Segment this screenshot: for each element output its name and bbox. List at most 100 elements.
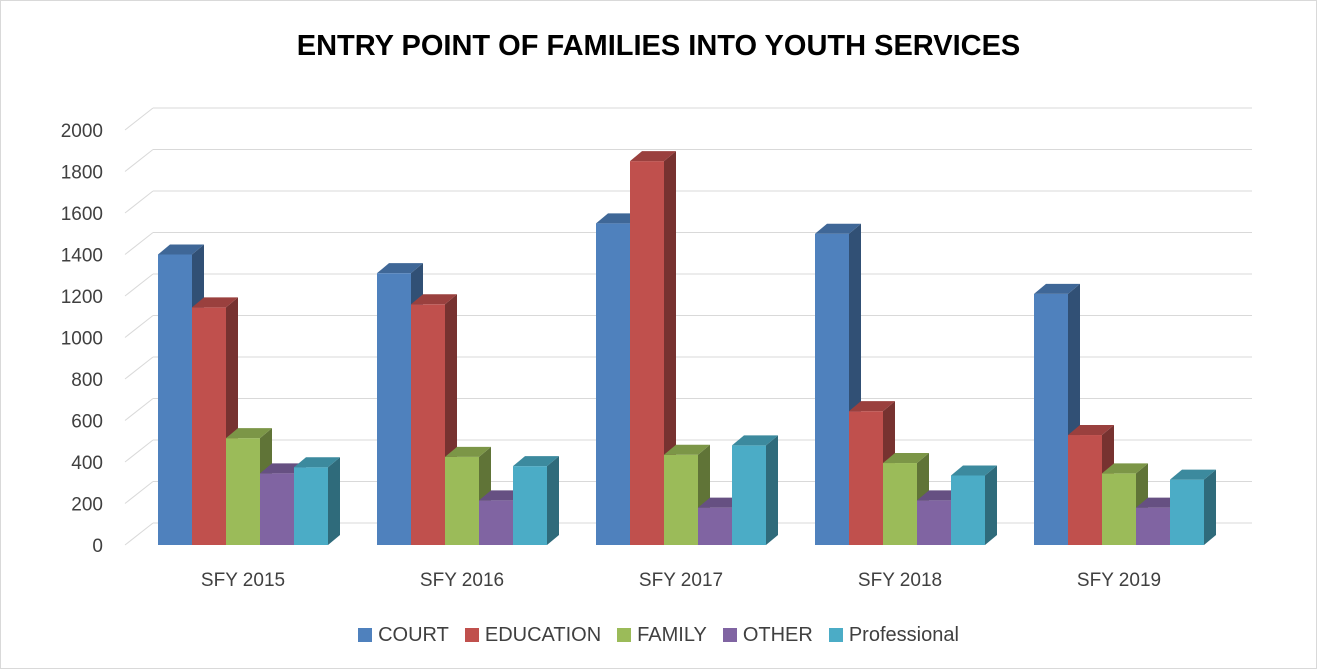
bar-top <box>883 453 929 464</box>
bar-education-sfy-2017 <box>630 151 676 545</box>
bar-top <box>226 428 272 439</box>
legend-label: FAMILY <box>637 624 707 646</box>
bar-side <box>547 456 559 545</box>
legend-item-family: FAMILY <box>617 624 707 647</box>
gridline-side <box>124 232 154 255</box>
chart-title: ENTRY POINT OF FAMILIES INTO YOUTH SERVI… <box>296 30 1021 62</box>
bar-top <box>192 297 238 308</box>
x-tick-label: SFY 2016 <box>420 570 504 591</box>
legend-label: Professional <box>848 624 959 646</box>
bar-top <box>1034 283 1080 294</box>
y-tick-label: 1400 <box>61 246 103 267</box>
legend-swatch <box>722 628 737 642</box>
bar-front <box>815 233 849 545</box>
y-tick-label: 0 <box>92 536 103 557</box>
bar-top <box>630 151 676 162</box>
legend-item-other: OTHER <box>722 624 813 647</box>
gridline-side <box>124 481 154 504</box>
bar-top <box>158 244 204 255</box>
bar-top <box>1170 469 1216 480</box>
bar-front <box>226 438 260 545</box>
gridline-side <box>124 107 154 131</box>
y-tick-label: 2000 <box>61 121 103 142</box>
legend-swatch <box>828 628 843 642</box>
bar-front <box>260 473 294 545</box>
y-tick-label: 1800 <box>61 163 103 184</box>
bar-professional-sfy-2019 <box>1170 469 1216 545</box>
y-tick-label: 1600 <box>61 204 103 225</box>
bar-front <box>445 456 479 545</box>
y-tick-label: 400 <box>71 453 103 474</box>
bar-side <box>328 457 340 545</box>
bar-top <box>377 263 423 274</box>
bars <box>158 151 1216 545</box>
bar-front <box>479 500 513 545</box>
bar-top <box>951 465 997 476</box>
legend-item-court: COURT <box>358 624 449 647</box>
bar-side <box>985 465 997 545</box>
legend-label: EDUCATION <box>484 624 602 646</box>
bar-family-sfy-2018 <box>883 453 929 545</box>
bar-top <box>1102 463 1148 474</box>
bar-top <box>664 444 710 455</box>
x-tick-label: SFY 2017 <box>639 570 723 591</box>
bar-front <box>513 466 547 545</box>
bar-front <box>158 254 192 545</box>
gridline-side <box>124 439 154 463</box>
gridline-side <box>124 273 154 297</box>
bar-front <box>1068 435 1102 545</box>
bar-front <box>377 273 411 545</box>
y-tick-label: 600 <box>71 412 103 433</box>
gridline-side <box>124 356 154 380</box>
bar-top <box>1068 425 1114 436</box>
legend-swatch <box>358 628 373 642</box>
bar-front <box>1102 473 1136 545</box>
legend-swatch <box>464 628 479 642</box>
bar-front <box>664 454 698 545</box>
bar-side <box>664 151 676 545</box>
bar-front <box>411 304 445 545</box>
bar-top <box>445 446 491 457</box>
bar-professional-sfy-2017 <box>732 435 778 545</box>
bar-top <box>732 435 778 446</box>
bar-top <box>411 294 457 305</box>
bar-front <box>1170 479 1204 545</box>
legend-item-education: EDUCATION <box>464 624 602 647</box>
bar-front <box>698 507 732 545</box>
y-tick-label: 1200 <box>61 287 103 308</box>
y-axis-ticks: 0 200 400 600 800 1000 1200 1400 1600 1800 2000 <box>61 121 103 557</box>
gridline-side <box>124 315 154 338</box>
x-axis-ticks: SFY 2015 SFY 2016 SFY 2017 SFY 2018 SFY 2019 <box>201 570 1161 591</box>
bar-front <box>883 463 917 545</box>
bar-front <box>917 500 951 545</box>
gridline-side <box>124 522 154 546</box>
gridline-side <box>124 149 154 172</box>
y-tick-label: 800 <box>71 370 103 391</box>
legend-label: COURT <box>378 624 449 646</box>
x-tick-label: SFY 2018 <box>858 570 942 591</box>
y-tick-label: 200 <box>71 495 103 516</box>
bar-professional-sfy-2015 <box>294 457 340 545</box>
bar-front <box>849 411 883 545</box>
x-tick-label: SFY 2015 <box>201 570 285 591</box>
gridline-side <box>124 190 154 214</box>
bar-side <box>1204 469 1216 545</box>
gridline-side <box>124 398 154 421</box>
bar-front <box>1034 293 1068 545</box>
bar-education-sfy-2015 <box>192 297 238 545</box>
bar-top <box>513 456 559 467</box>
bar-top <box>294 457 340 468</box>
bar-education-sfy-2016 <box>411 294 457 545</box>
bar-top <box>849 401 895 412</box>
bar-front <box>1136 507 1170 545</box>
y-tick-label: 1000 <box>61 329 103 350</box>
bar-front <box>192 307 226 545</box>
bar-top <box>815 223 861 234</box>
bar-professional-sfy-2016 <box>513 456 559 545</box>
bar-professional-sfy-2018 <box>951 465 997 545</box>
bar-front <box>732 445 766 545</box>
legend-item-professional: Professional <box>828 624 959 647</box>
bar-front <box>951 475 985 545</box>
bar-front <box>630 161 664 545</box>
